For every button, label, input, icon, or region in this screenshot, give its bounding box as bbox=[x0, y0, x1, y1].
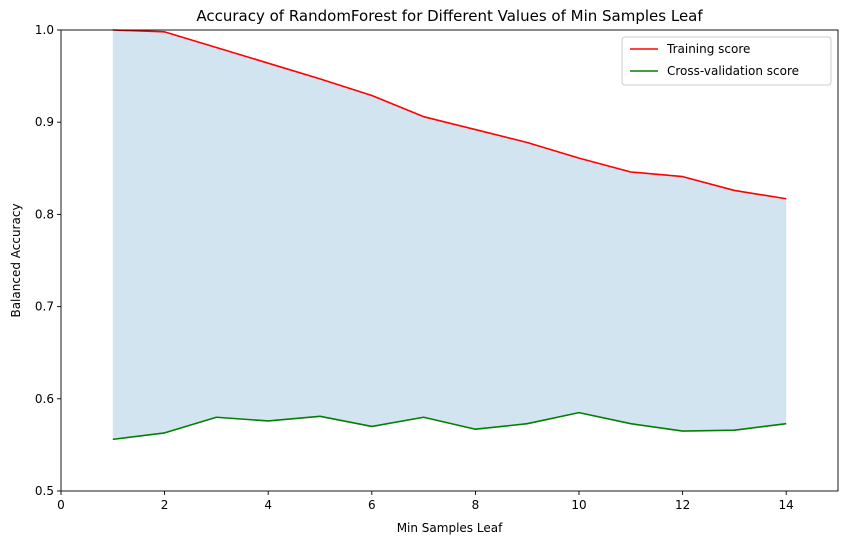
x-tick-label: 8 bbox=[472, 498, 480, 512]
y-tick-label: 0.9 bbox=[35, 115, 54, 129]
x-tick-label: 12 bbox=[675, 498, 690, 512]
x-tick-label: 4 bbox=[264, 498, 272, 512]
legend-box bbox=[621, 36, 832, 86]
y-axis-label: Balanced Accuracy bbox=[9, 203, 23, 317]
chart-title: Accuracy of RandomForest for Different V… bbox=[196, 7, 703, 25]
x-axis-label: Min Samples Leaf bbox=[397, 521, 503, 535]
y-tick-label: 0.8 bbox=[35, 207, 54, 221]
legend-label-training-score: Training score bbox=[666, 42, 750, 56]
y-tick-label: 0.7 bbox=[35, 300, 54, 314]
x-tick-label: 2 bbox=[161, 498, 169, 512]
x-tick-label: 0 bbox=[57, 498, 65, 512]
x-tick-label: 6 bbox=[368, 498, 376, 512]
y-tick-label: 1.0 bbox=[35, 23, 54, 37]
y-tick-label: 0.6 bbox=[35, 392, 54, 406]
series-line-cross-validation-score bbox=[112, 411, 787, 441]
x-tick-label: 10 bbox=[571, 498, 586, 512]
series-line-training-score bbox=[112, 29, 787, 200]
fill-between-area bbox=[112, 30, 787, 440]
y-tick-label: 0.5 bbox=[35, 484, 54, 498]
legend-label-cross-validation-score: Cross-validation score bbox=[667, 64, 799, 78]
plot-frame bbox=[60, 29, 839, 492]
x-tick-label: 14 bbox=[779, 498, 794, 512]
